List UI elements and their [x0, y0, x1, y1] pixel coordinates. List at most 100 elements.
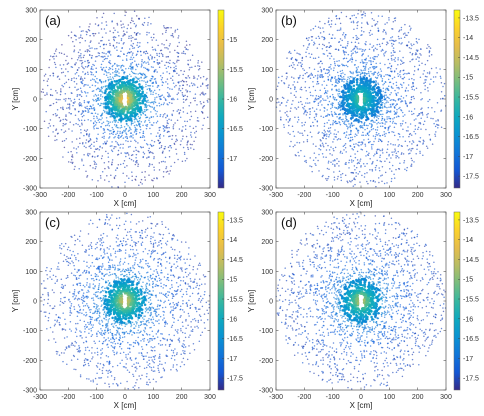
- data-point: [361, 70, 363, 72]
- data-point: [134, 38, 136, 40]
- data-point: [332, 141, 334, 143]
- data-point: [365, 150, 368, 153]
- data-point: [54, 63, 57, 66]
- data-point: [371, 170, 374, 172]
- data-point: [182, 98, 185, 101]
- data-point: [146, 381, 148, 384]
- data-point: [102, 109, 105, 112]
- data-point: [141, 136, 144, 138]
- data-point: [123, 26, 125, 28]
- data-point: [114, 29, 116, 32]
- data-point: [427, 100, 429, 103]
- data-point: [323, 132, 325, 135]
- data-point: [298, 62, 300, 64]
- data-point: [118, 134, 120, 137]
- data-point: [156, 54, 158, 56]
- data-point: [338, 165, 340, 167]
- data-point: [348, 161, 350, 164]
- data-point: [83, 153, 85, 156]
- data-point: [48, 122, 50, 125]
- data-point: [101, 22, 103, 24]
- data-point: [126, 59, 128, 62]
- data-point: [139, 128, 142, 131]
- data-point: [345, 80, 348, 82]
- data-point: [340, 118, 343, 121]
- data-point: [326, 72, 329, 75]
- data-point: [383, 94, 386, 96]
- data-point: [300, 88, 303, 91]
- data-point: [116, 24, 119, 26]
- data-point: [189, 66, 191, 69]
- data-point: [372, 57, 374, 59]
- data-point: [46, 93, 48, 96]
- data-point: [79, 87, 82, 89]
- data-point: [362, 75, 364, 77]
- data-point: [328, 74, 331, 76]
- data-point: [192, 77, 195, 79]
- data-point: [312, 121, 314, 124]
- data-point: [288, 84, 290, 86]
- data-point: [198, 314, 201, 316]
- colorbar-tick-label: -15: [227, 37, 237, 44]
- data-point: [111, 111, 114, 115]
- data-point: [104, 110, 106, 113]
- data-point: [63, 352, 65, 354]
- data-point: [304, 160, 306, 163]
- data-point: [121, 47, 124, 49]
- data-point: [414, 133, 417, 135]
- data-point: [342, 32, 345, 34]
- data-point: [383, 82, 386, 85]
- data-point: [366, 62, 368, 64]
- data-point: [147, 61, 149, 63]
- data-point: [95, 165, 97, 168]
- data-point: [143, 80, 145, 82]
- data-point: [115, 133, 117, 136]
- data-point: [350, 91, 353, 95]
- data-point: [165, 127, 167, 129]
- data-point: [375, 23, 378, 25]
- data-point: [367, 107, 371, 111]
- data-point: [156, 177, 158, 179]
- data-point: [172, 124, 175, 126]
- data-point: [89, 41, 92, 43]
- data-point: [128, 157, 131, 160]
- data-point: [119, 163, 122, 166]
- data-point: [85, 170, 87, 173]
- data-point: [80, 90, 83, 92]
- data-point: [184, 46, 186, 48]
- data-point: [401, 62, 404, 64]
- data-point: [401, 122, 404, 125]
- data-point: [306, 71, 308, 74]
- data-point: [123, 53, 125, 56]
- data-point: [73, 147, 75, 149]
- data-point: [207, 101, 209, 103]
- data-point: [406, 44, 408, 46]
- data-point: [356, 150, 359, 153]
- data-point: [360, 126, 363, 128]
- data-point: [85, 142, 87, 144]
- data-point: [407, 84, 410, 86]
- data-point: [126, 369, 129, 371]
- data-point: [174, 70, 176, 73]
- data-point: [376, 152, 378, 155]
- data-point: [369, 180, 372, 182]
- data-point: [148, 165, 150, 167]
- data-point: [349, 136, 352, 139]
- data-point: [408, 25, 411, 27]
- data-point: [419, 150, 421, 153]
- data-point: [335, 79, 337, 81]
- data-point: [370, 77, 372, 80]
- data-point: [378, 169, 381, 172]
- data-point: [138, 18, 140, 20]
- data-point: [68, 86, 71, 89]
- data-point: [379, 98, 382, 101]
- data-point: [401, 84, 403, 86]
- data-point: [357, 66, 360, 68]
- data-point: [88, 54, 91, 56]
- data-point: [149, 88, 151, 90]
- data-point: [430, 53, 433, 56]
- data-point: [86, 49, 88, 51]
- data-point: [60, 90, 62, 92]
- data-point: [435, 67, 437, 69]
- data-point: [287, 86, 290, 88]
